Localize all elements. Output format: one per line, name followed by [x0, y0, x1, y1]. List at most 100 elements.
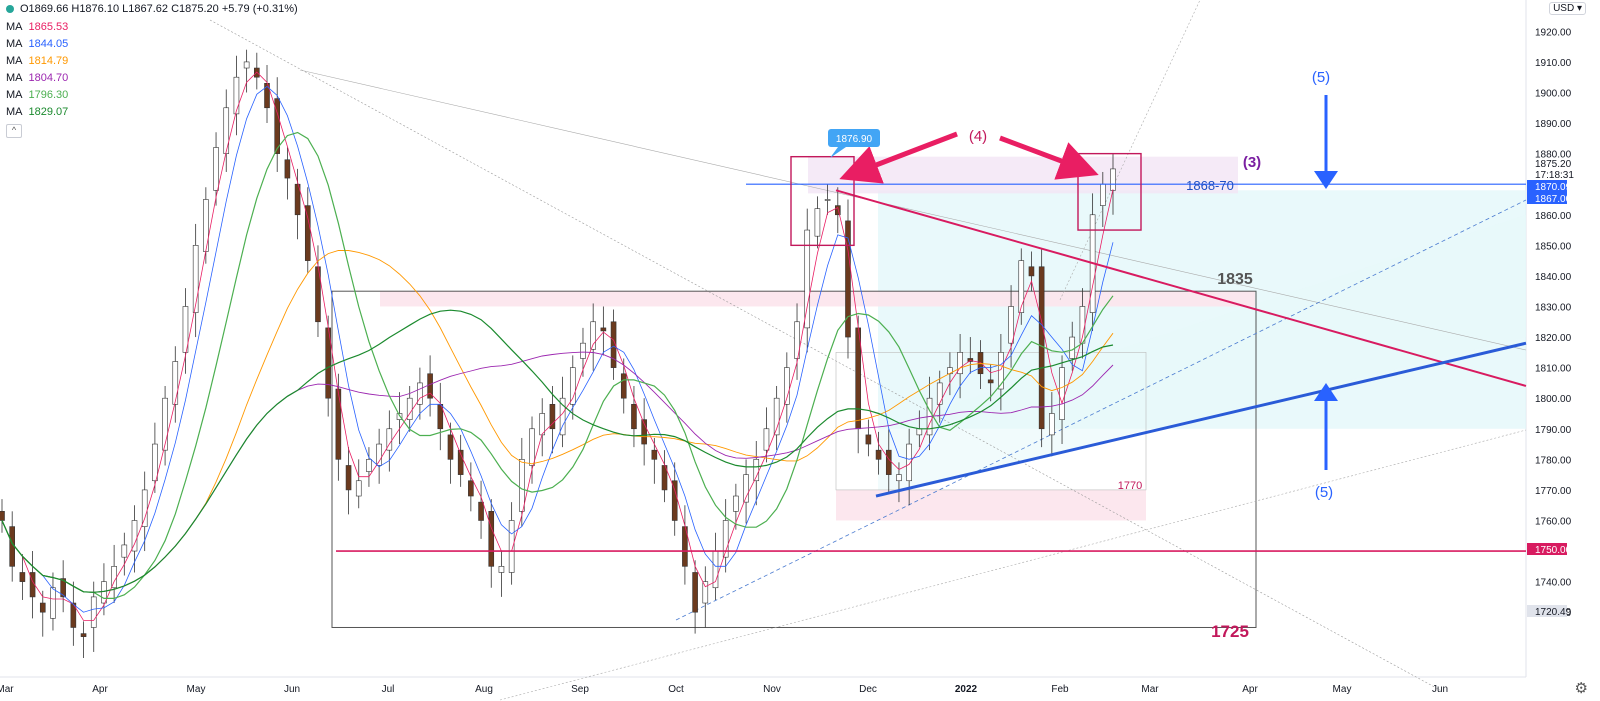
candle-body	[1008, 306, 1014, 344]
wave-label-4: (4)	[969, 128, 987, 145]
currency-selector[interactable]: USD ▾	[1549, 2, 1586, 15]
candle-body	[855, 327, 861, 430]
x-tick-label: 2022	[955, 684, 978, 695]
y-tick-label: 1810.00	[1535, 364, 1572, 375]
ma-legend-row[interactable]: MA 1804.70	[6, 72, 68, 84]
candle-body	[366, 459, 372, 472]
callout-label: 1876.90	[836, 134, 873, 145]
x-tick-label: Apr	[1242, 684, 1258, 695]
x-tick-label: Dec	[859, 684, 877, 695]
price-tag-bg	[1527, 605, 1567, 617]
currency-label: USD	[1553, 3, 1575, 14]
ma-legend-row[interactable]: MA 1796.30	[6, 89, 68, 101]
highlight-box-left	[790, 155, 855, 247]
ma-legend-row[interactable]: MA 1844.05	[6, 38, 68, 50]
candle-body	[468, 480, 474, 497]
descending-trendline	[835, 189, 1527, 387]
candle-body	[508, 520, 515, 573]
candle-body	[417, 382, 423, 405]
ma-legend-row[interactable]: MA 1814.79	[6, 55, 68, 67]
y-tick-label: 1770.00	[1535, 486, 1572, 497]
level-label-1835: 1835	[1217, 271, 1253, 288]
moving-average-line	[1, 85, 1114, 613]
candle-body	[172, 361, 179, 405]
candle-body	[590, 321, 596, 350]
candle-body	[335, 388, 342, 460]
candle-body	[498, 566, 505, 573]
candle-body	[651, 449, 658, 460]
y-tick-label: 1860.00	[1535, 211, 1572, 222]
candle-body	[162, 397, 168, 451]
ma-value: 1814.79	[28, 55, 69, 67]
y-tick-label: 1780.00	[1535, 455, 1572, 466]
price-axis-panel	[1526, 0, 1600, 701]
level-label-1770: 1770	[1118, 480, 1142, 492]
candle-body	[223, 107, 230, 154]
highlight-box-right	[1077, 152, 1142, 231]
candle-body	[355, 480, 362, 497]
gear-icon[interactable]: ⚙	[1574, 680, 1588, 697]
candle-body	[406, 397, 413, 420]
ma-label: MA	[6, 21, 23, 33]
candle-body	[39, 602, 46, 613]
callout-bubble	[828, 129, 880, 147]
ma-legend-row[interactable]: MA 1829.07	[6, 106, 68, 118]
candle-body	[529, 428, 535, 466]
candle-body	[784, 367, 790, 405]
y-tick-label: 1850.00	[1535, 241, 1572, 252]
candle-body	[1059, 367, 1065, 420]
candle-body	[824, 199, 831, 201]
guide-line-steep	[1059, 0, 1201, 301]
candle-body	[376, 443, 382, 466]
candle-body	[600, 327, 607, 332]
x-tick-label: May	[1333, 684, 1352, 695]
candle-body	[1100, 183, 1106, 206]
price-tag-bg	[1527, 192, 1567, 204]
x-tick-label: Jun	[1432, 684, 1448, 695]
candle-body	[641, 419, 647, 445]
candle-body	[141, 489, 148, 527]
price-tag-label: 17:18:31	[1535, 170, 1574, 181]
callout-pointer	[830, 147, 846, 158]
candle-body	[875, 449, 882, 460]
ma-value: 1865.53	[28, 21, 69, 33]
candle-body	[111, 566, 117, 589]
candle-body	[957, 352, 963, 375]
candle-body	[213, 147, 219, 191]
price-tag-label: 1867.00	[1535, 194, 1572, 205]
x-tick-label: Jul	[382, 684, 395, 695]
candle-body	[885, 449, 892, 475]
x-tick-label: Jun	[284, 684, 300, 695]
candle-body	[488, 511, 495, 567]
x-tick-label: Oct	[668, 684, 684, 695]
candle-body	[631, 404, 637, 430]
wave-label-3: (3)	[1243, 154, 1261, 171]
collapse-indicators-button[interactable]: ^	[6, 124, 22, 138]
ma-legend-row[interactable]: MA 1865.53	[6, 21, 68, 33]
candle-body	[569, 367, 576, 405]
ma-label: MA	[6, 89, 23, 101]
price-tag-bg	[1527, 180, 1567, 192]
candle-body	[192, 245, 199, 313]
guide-line-asc	[499, 429, 1527, 701]
candle-body	[763, 428, 770, 451]
y-tick-label: 1790.00	[1535, 425, 1572, 436]
y-tick-label: 1920.00	[1535, 27, 1572, 38]
candle-body	[233, 76, 240, 115]
arrow-4-left	[839, 131, 958, 184]
moving-average-line	[1, 71, 1114, 621]
ma-label: MA	[6, 38, 23, 50]
x-tick-label: Aug	[475, 684, 493, 695]
candle-body	[70, 602, 77, 628]
candle-body	[478, 501, 484, 521]
candle-body	[773, 397, 780, 436]
y-tick-label: 1800.00	[1535, 394, 1572, 405]
ma-value: 1796.30	[28, 89, 69, 101]
pink-band-1770	[836, 489, 1146, 521]
candle-body	[0, 511, 5, 521]
candle-body	[182, 306, 189, 353]
inner-range-box	[835, 352, 1147, 491]
candle-body	[50, 587, 56, 619]
candle-body	[702, 581, 709, 604]
